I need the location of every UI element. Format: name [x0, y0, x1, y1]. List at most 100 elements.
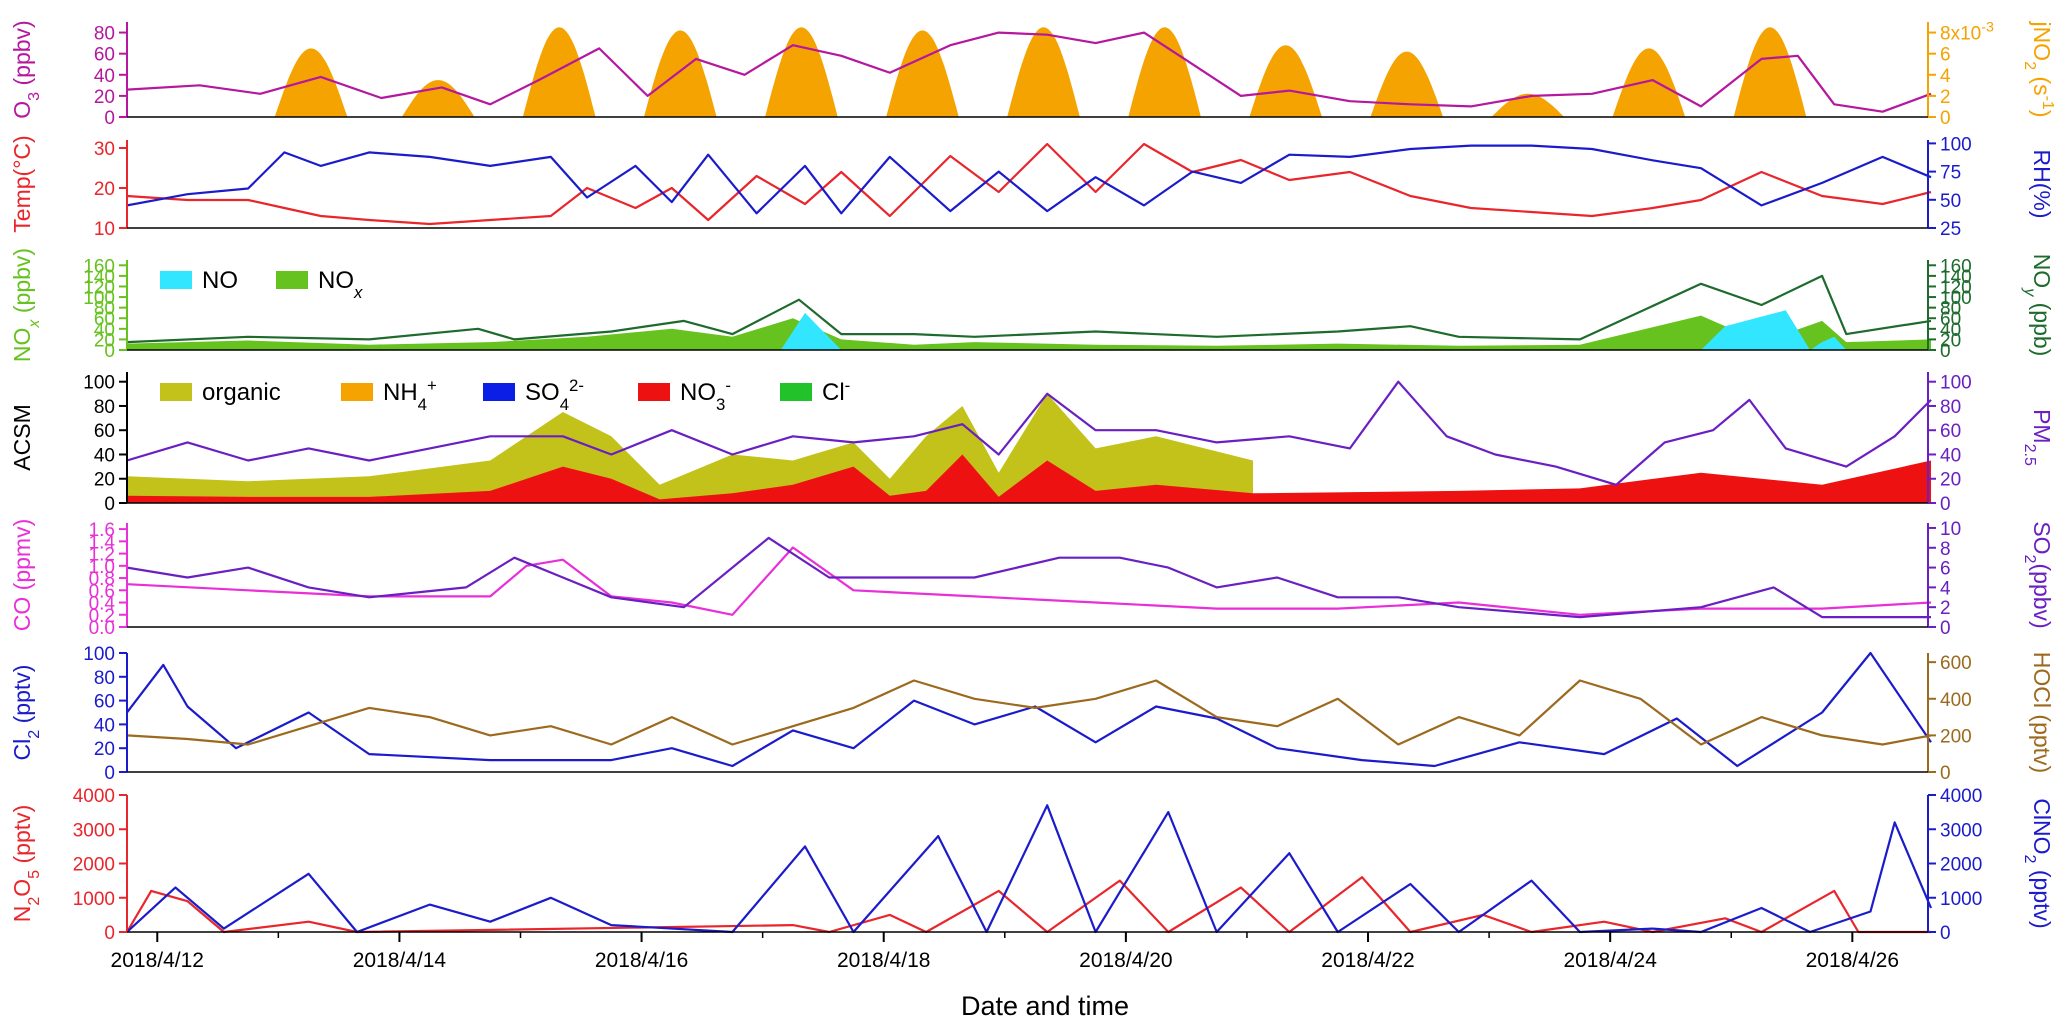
- right-tick-label-co: 10: [1940, 519, 1961, 540]
- axes-acsm: 0 20 40 60 80 100 0 20 40 60 80 100 ACSM PM2.5: [9, 372, 2055, 515]
- series-co-so2: [126, 536, 1931, 619]
- right-tick-label-co: 6: [1940, 559, 1951, 580]
- left-tick-label-cl2: 0: [104, 763, 115, 784]
- left-tick-label-o3: 80: [94, 24, 115, 45]
- right-axis-label-acsm: PM2.5: [2021, 409, 2055, 466]
- panel-met: 10 20 30 25 50 75 100 Temp(°C) RH(%): [9, 134, 2055, 240]
- legend-swatch: [780, 383, 812, 401]
- left-tick-label-nox: 160: [83, 256, 115, 277]
- left-tick-label-acsm: 80: [94, 397, 115, 418]
- legend-swatch: [341, 383, 373, 401]
- left-tick-label-cl2: 80: [94, 668, 115, 689]
- right-axis-label-co: SO2(ppbv): [2021, 521, 2055, 628]
- left-tick-label-met: 20: [94, 179, 115, 200]
- series-nox-nox: [127, 315, 1932, 350]
- left-tick-label-cl2: 60: [94, 692, 115, 713]
- right-tick-label-nox: 20: [1940, 330, 1961, 351]
- left-axis-label-acsm: ACSM: [9, 404, 35, 470]
- left-tick-label-o3: 40: [94, 66, 115, 87]
- left-tick-label-acsm: 40: [94, 445, 115, 466]
- left-tick-label-cl2: 20: [94, 739, 115, 760]
- legend-swatch: [160, 271, 192, 289]
- axes-n2o5: 0 1000 2000 3000 4000 0 1000 2000 3000 4000 N2O5 (…: [9, 786, 2055, 944]
- right-tick-label-acsm: 100: [1940, 373, 1972, 394]
- right-tick-label-n2o5: 1000: [1940, 889, 1982, 910]
- x-tick-label: 2018/4/18: [837, 949, 930, 972]
- right-tick-label-cl2: 600: [1940, 653, 1972, 674]
- right-tick-label-co: 4: [1940, 578, 1951, 599]
- legend-label: NO: [202, 267, 238, 294]
- right-tick-label-co: 8: [1940, 539, 1951, 560]
- right-tick-label-acsm: 80: [1940, 397, 1961, 418]
- legend-nox: NO NOx: [160, 267, 363, 302]
- left-tick-label-co: 1.4: [89, 532, 116, 553]
- left-axis-label-cl2: Cl2 (pptv): [9, 665, 43, 761]
- right-axis-label-cl2: HOCl (pptv): [2029, 652, 2055, 773]
- x-axis: 2018/4/12 2018/4/14 2018/4/16 2018/4/18 2018…: [111, 932, 1899, 972]
- panel-nox: 0204060801001201401600204060801001201401…: [9, 248, 2055, 362]
- right-tick-label-n2o5: 3000: [1940, 820, 1982, 841]
- left-tick-label-nox: 140: [83, 267, 115, 288]
- legend-label: Cl-: [822, 376, 850, 407]
- left-axis-label-n2o5: N2O5 (pptv): [9, 805, 43, 923]
- right-axis-label-n2o5: ClNO2 (pptv): [2021, 798, 2055, 928]
- right-tick-label-met: 25: [1940, 219, 1961, 240]
- right-axis-label-o3: jNO2 (s-1): [2021, 20, 2057, 117]
- left-tick-label-nox: 60: [94, 309, 115, 330]
- right-axis-label-met: RH(%): [2029, 150, 2055, 219]
- left-tick-label-o3: 20: [94, 87, 115, 108]
- series-met-line: [126, 144, 1932, 215]
- left-tick-label-co: 0.2: [89, 606, 115, 627]
- right-tick-label-cl2: 200: [1940, 726, 1972, 747]
- left-tick-label-n2o5: 2000: [73, 855, 115, 876]
- series-n2o5-clno2: [126, 804, 1933, 934]
- series-o3-area: [274, 27, 1807, 117]
- x-tick-label: 2018/4/20: [1079, 949, 1172, 972]
- left-tick-label-co: 0.0: [89, 618, 115, 639]
- left-tick-label-o3: 0: [104, 108, 115, 129]
- legend-label: organic: [202, 379, 281, 406]
- x-tick-label: 2018/4/16: [595, 949, 688, 972]
- series-acsm-no3-: [127, 454, 1932, 503]
- right-tick-label-o3: 6: [1940, 45, 1951, 66]
- left-tick-label-o3: 60: [94, 45, 115, 66]
- right-tick-label-nox: 120: [1940, 277, 1972, 298]
- right-tick-label-o3: 8x10-3: [1940, 20, 1994, 45]
- x-tick-label: 2018/4/12: [111, 949, 204, 972]
- right-tick-label-o3: 0: [1940, 108, 1951, 129]
- left-tick-label-acsm: 100: [83, 373, 115, 394]
- series-met-line: [126, 142, 1932, 226]
- right-tick-label-n2o5: 0: [1940, 923, 1951, 944]
- right-tick-label-nox: 160: [1940, 256, 1972, 277]
- left-tick-label-co: 1.0: [89, 557, 115, 578]
- series-cl2-cl2: [126, 651, 1932, 768]
- series-nox-noy: [126, 274, 1932, 344]
- left-tick-label-acsm: 0: [104, 494, 115, 515]
- right-tick-label-cl2: 0: [1940, 763, 1951, 784]
- right-tick-label-n2o5: 2000: [1940, 855, 1982, 876]
- right-tick-label-o3: 2: [1940, 87, 1951, 108]
- legend-acsm: organic NH4+ SO42- NO3- Cl-: [160, 376, 850, 414]
- left-axis-label-o3: O3 (ppbv): [9, 20, 43, 118]
- right-tick-label-n2o5: 4000: [1940, 786, 1982, 807]
- right-tick-label-met: 100: [1940, 134, 1972, 155]
- left-tick-label-nox: 20: [94, 330, 115, 351]
- right-tick-label-co: 2: [1940, 598, 1951, 619]
- right-tick-label-acsm: 60: [1940, 421, 1961, 442]
- x-axis-label: Date and time: [961, 991, 1129, 1020]
- left-tick-label-co: 0.8: [89, 569, 115, 590]
- left-tick-label-nox: 80: [94, 299, 115, 320]
- left-tick-label-co: 0.6: [89, 581, 115, 602]
- right-tick-label-acsm: 40: [1940, 445, 1961, 466]
- left-tick-label-n2o5: 1000: [73, 889, 115, 910]
- series-o3-line: [126, 31, 1932, 113]
- left-tick-label-acsm: 20: [94, 470, 115, 491]
- right-tick-label-acsm: 20: [1940, 470, 1961, 491]
- left-tick-label-nox: 0: [104, 341, 115, 362]
- x-tick-label: 2018/4/22: [1321, 949, 1414, 972]
- right-tick-label-nox: 80: [1940, 299, 1961, 320]
